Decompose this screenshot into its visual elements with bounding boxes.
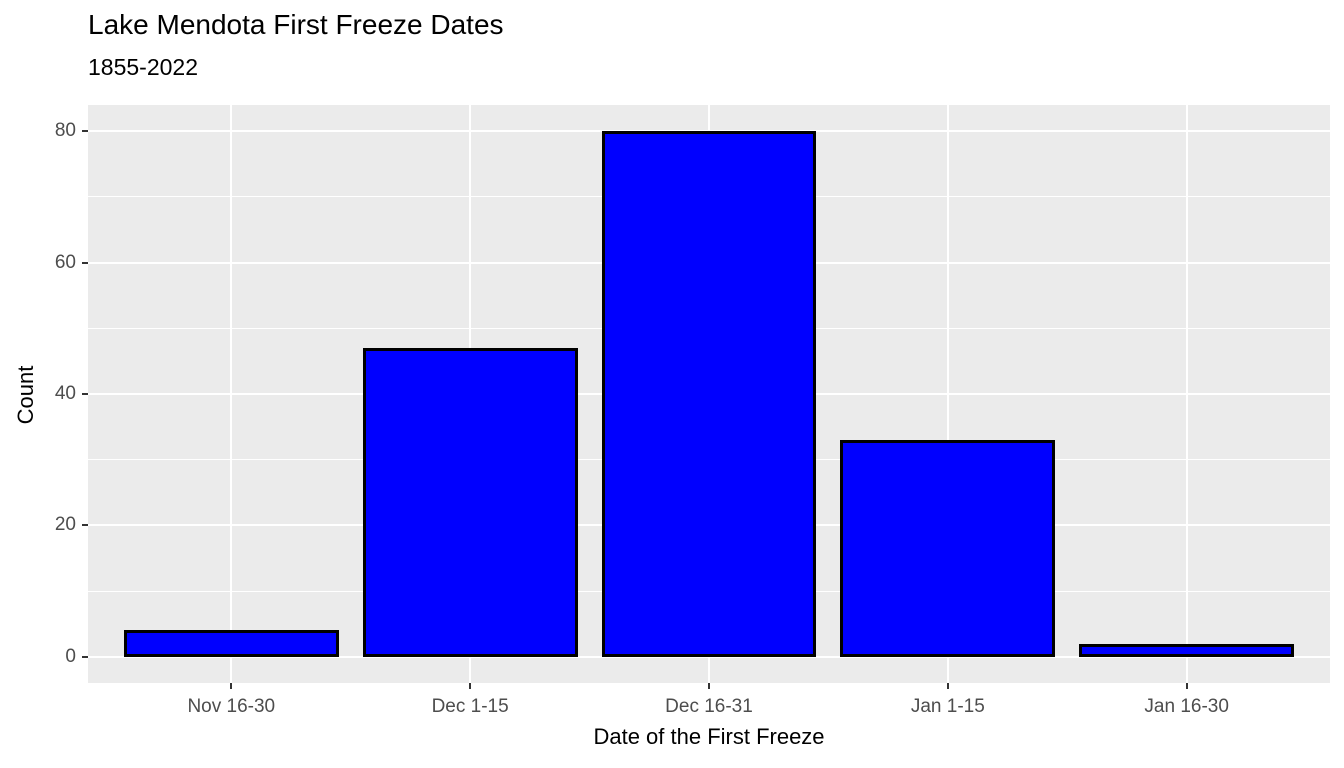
x-tick-label-1: Nov 16-30 bbox=[187, 696, 276, 717]
y-tick-mark-20 bbox=[82, 524, 88, 527]
bar-Dec 1-15 bbox=[362, 348, 578, 657]
plot-panel bbox=[88, 105, 1330, 683]
y-tick-label-20: 20 bbox=[54, 514, 76, 536]
chart-title: Lake Mendota First Freeze Dates bbox=[88, 9, 504, 40]
x-tick-label-3: Dec 16-31 bbox=[665, 696, 753, 717]
x-tick-mark-2 bbox=[469, 683, 472, 689]
bar-Jan 1-15 bbox=[840, 439, 1056, 657]
x-tick-label-2: Dec 1-15 bbox=[431, 696, 509, 717]
x-tick-mark-3 bbox=[708, 683, 710, 689]
y-tick-mark-0 bbox=[82, 655, 88, 658]
y-tick-label-80: 80 bbox=[54, 120, 76, 142]
x-tick-mark-5 bbox=[1185, 683, 1188, 689]
chart-subtitle: 1855-2022 bbox=[88, 54, 198, 80]
x-tick-label-4: Jan 1-15 bbox=[910, 696, 985, 717]
y-tick-label-60: 60 bbox=[54, 251, 76, 273]
x-axis-title: Date of the First Freeze bbox=[593, 724, 825, 749]
bar-Dec 16-31 bbox=[601, 131, 817, 657]
y-tick-label-0: 0 bbox=[65, 645, 76, 667]
gridline-major-x-1 bbox=[230, 105, 233, 683]
x-tick-label-5: Jan 16-30 bbox=[1144, 696, 1229, 717]
bar-Jan 16-30 bbox=[1079, 643, 1295, 657]
bar-Nov 16-30 bbox=[123, 630, 339, 657]
x-tick-mark-1 bbox=[230, 683, 233, 689]
y-tick-label-40: 40 bbox=[54, 383, 76, 404]
y-tick-mark-60 bbox=[82, 261, 88, 264]
y-tick-mark-80 bbox=[82, 130, 88, 133]
gridline-major-x-4 bbox=[946, 105, 949, 683]
y-tick-mark-40 bbox=[82, 393, 88, 395]
x-tick-mark-4 bbox=[946, 683, 949, 689]
gridline-major-x-5 bbox=[1185, 105, 1188, 683]
